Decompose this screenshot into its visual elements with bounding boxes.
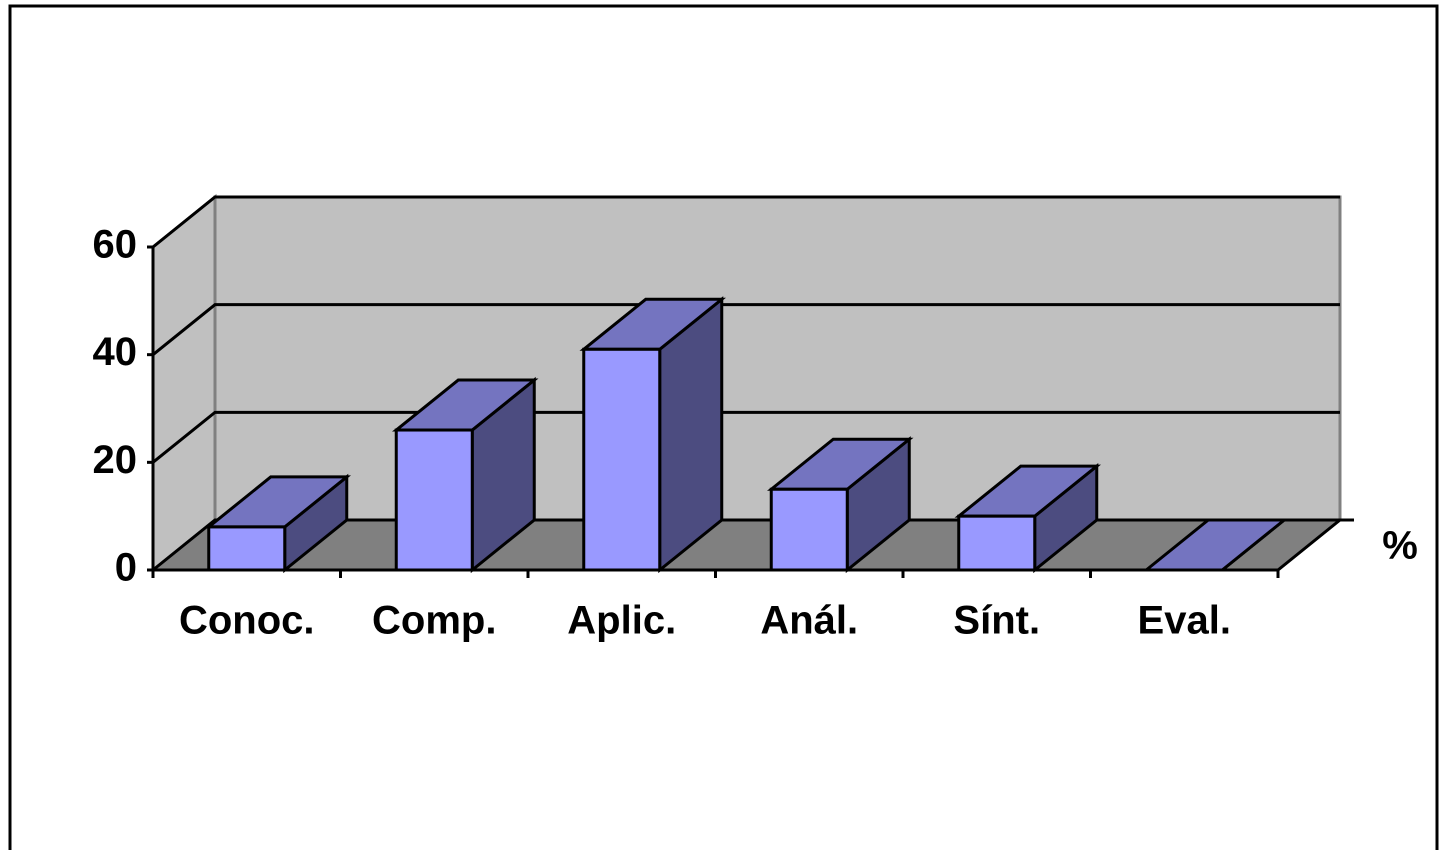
back-wall [213,195,1342,522]
y-tick-label: 60 [93,223,138,267]
x-tick-label: Sínt. [953,599,1040,643]
bar [582,347,662,572]
y-tick-label: 40 [93,330,138,374]
bar [957,514,1037,572]
series-label: % [1382,524,1418,568]
side-wall [151,193,217,574]
grid-line [152,195,1340,249]
grid-line [152,303,1340,356]
bar [394,428,474,572]
x-tick-label: Comp. [372,599,496,643]
x-tick-label: Anál. [760,599,858,643]
x-tick-label: Aplic. [567,599,676,643]
y-tick-label: 0 [115,546,137,590]
x-tick-label: Eval. [1138,599,1231,643]
frame [8,4,1439,850]
x-tick-label: Conoc. [179,599,315,643]
bar [207,525,287,572]
y-tick-label: 20 [93,438,138,482]
grid-line [152,410,1340,464]
bar-top [1142,518,1289,572]
bar [769,487,849,572]
